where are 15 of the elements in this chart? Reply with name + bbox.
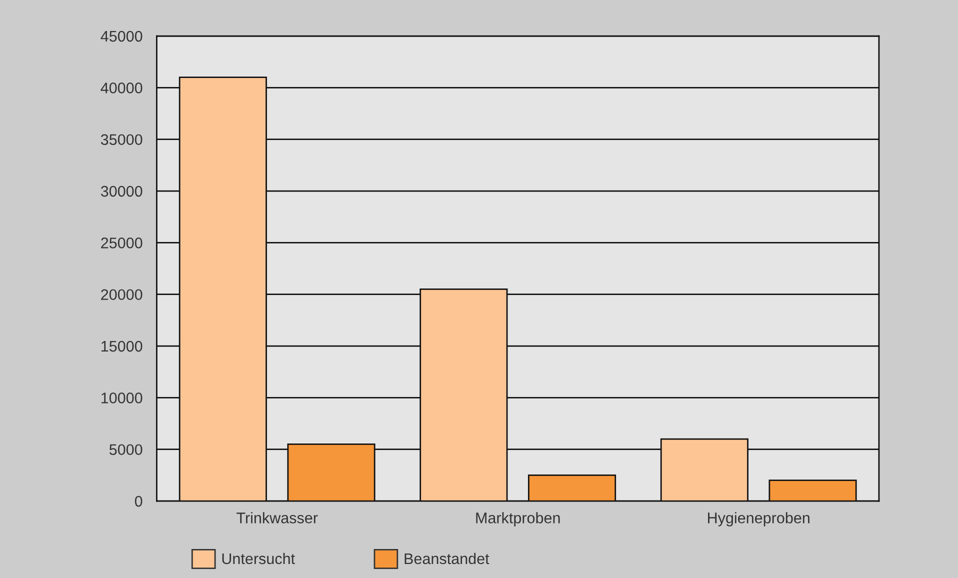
y-tick-label: 10000	[102, 392, 142, 404]
y-tick-label: 5000	[109, 444, 142, 456]
y-tick-label: 35000	[100, 134, 142, 146]
y-tick-label: 15000	[102, 340, 142, 352]
legend-label: Untersucht	[222, 552, 295, 564]
x-tick-label: Trinkwasser	[236, 512, 318, 524]
y-tick-label: 45000	[100, 30, 142, 42]
y-tick-label: 0	[134, 496, 142, 507]
x-tick-label: Marktproben	[476, 512, 560, 526]
y-tick-label: 40000	[100, 82, 142, 94]
legend-label: Beanstandet	[404, 552, 490, 564]
y-tick-label: 25000	[101, 238, 142, 248]
y-tick-label: 30000	[100, 186, 142, 197]
y-tick-label: 20000	[101, 289, 142, 300]
x-tick-label: Hygieneproben	[708, 512, 810, 526]
